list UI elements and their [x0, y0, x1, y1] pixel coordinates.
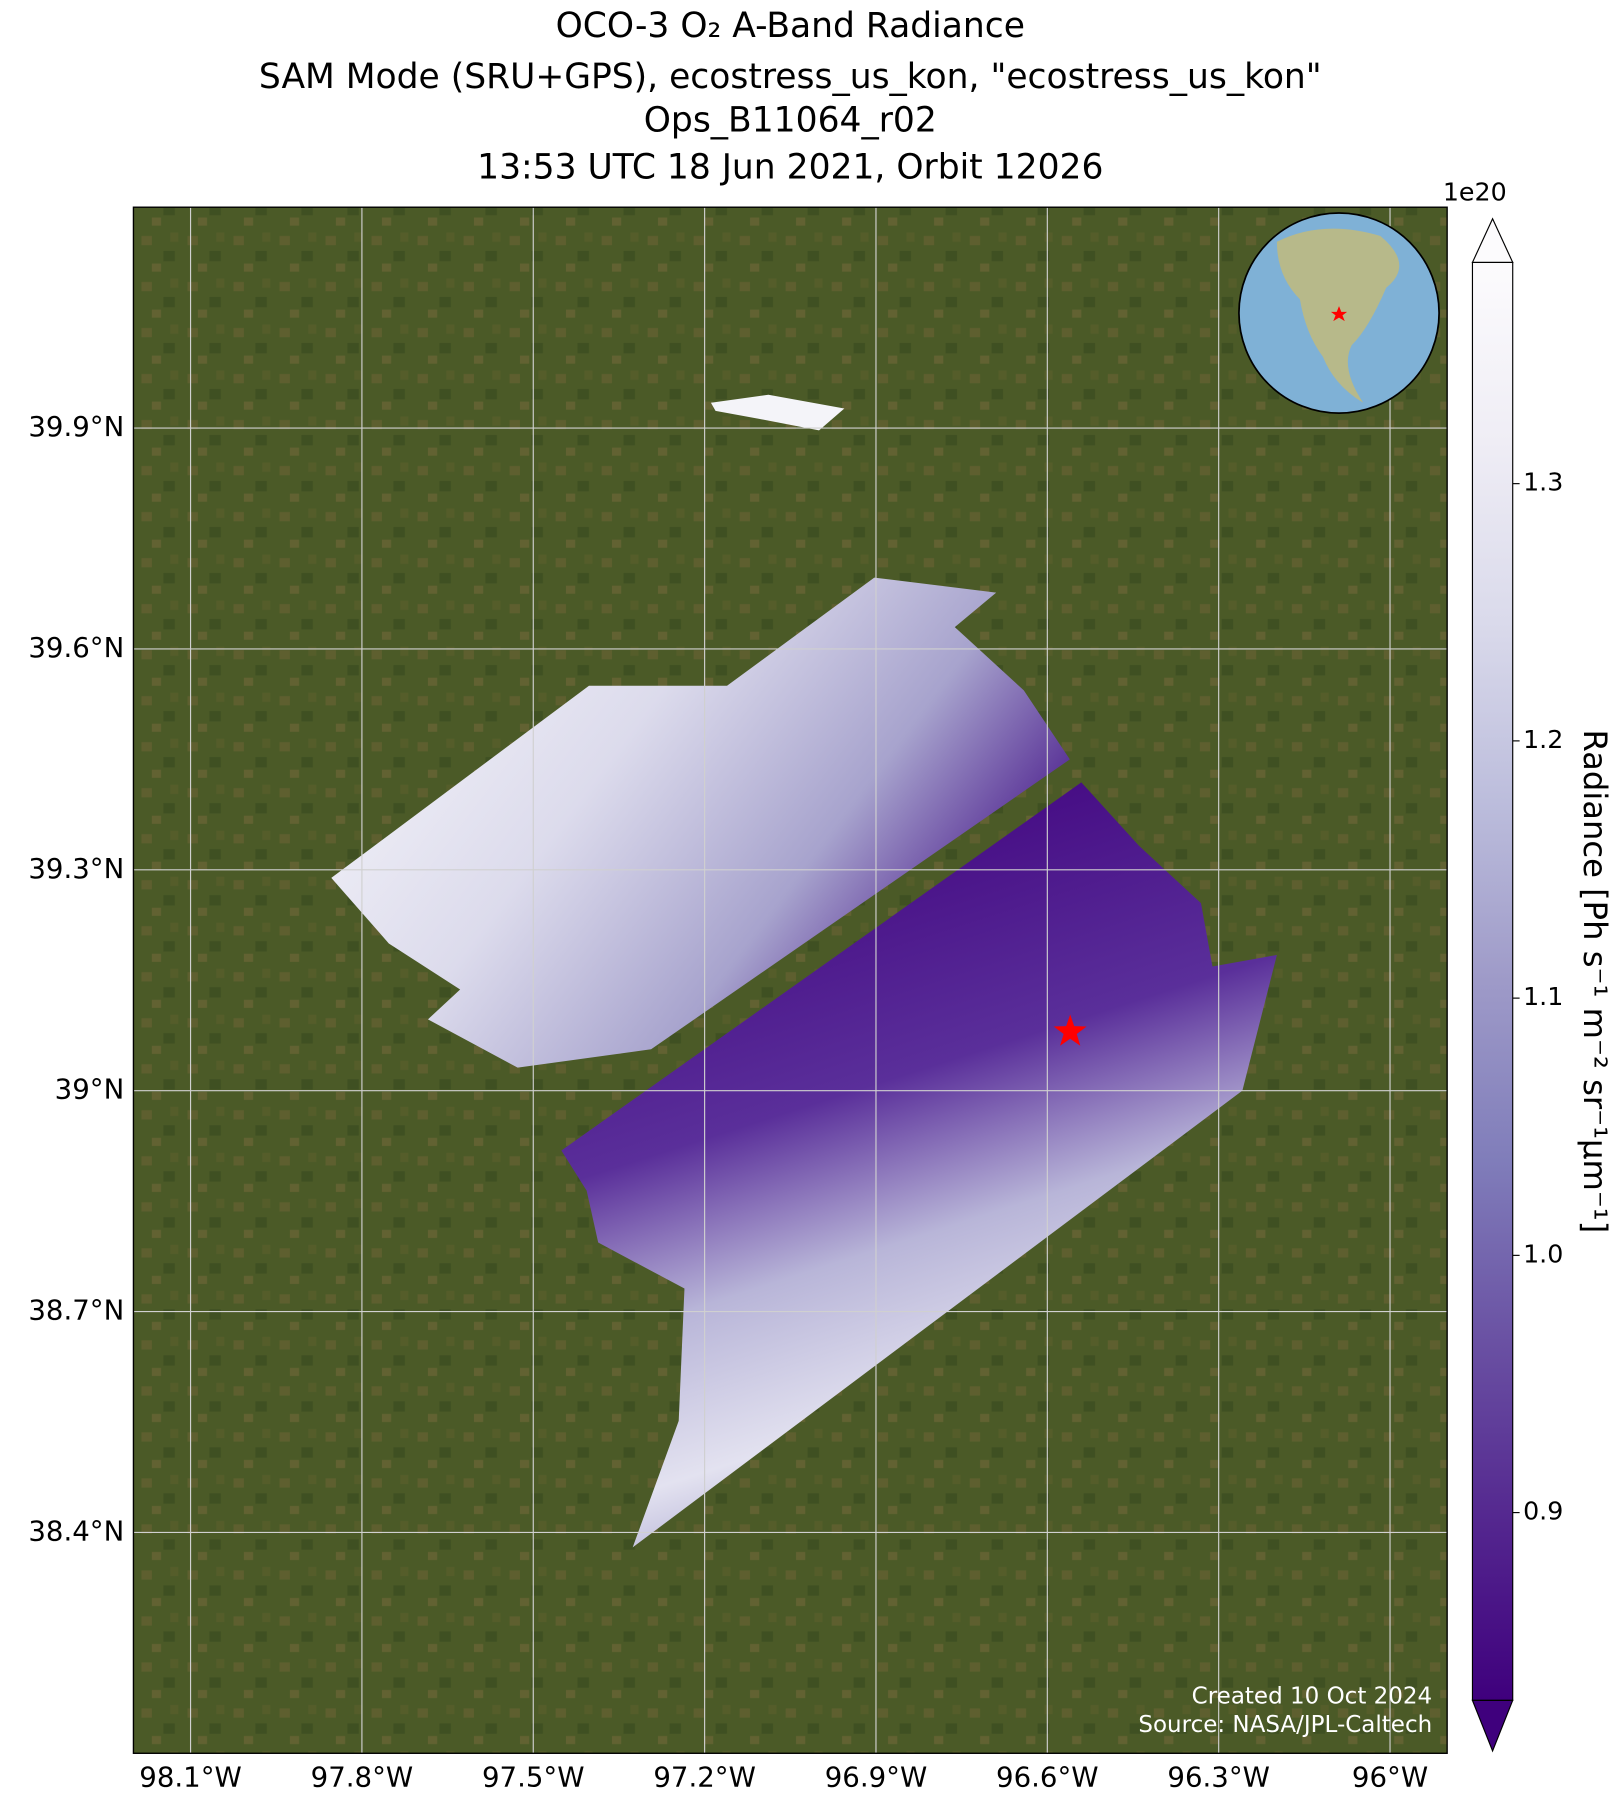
y-tick-label: 39°N — [55, 1073, 125, 1106]
swath — [561, 782, 1277, 1548]
colorbar-tick-label: 1.1 — [1523, 982, 1563, 1011]
colorbar-extend — [1471, 1699, 1514, 1753]
title-line: 13:53 UTC 18 Jun 2021, Orbit 12026 — [477, 148, 1103, 188]
x-tick-label: 96.9°W — [825, 1761, 928, 1794]
title-line: OCO-3 O₂ A-Band Radiance — [556, 6, 1025, 46]
footnote: Created 10 Oct 2024 — [1192, 1683, 1433, 1709]
colorbar-tick-label: 1.2 — [1523, 725, 1563, 754]
globe-site — [1330, 306, 1348, 322]
y-tick-label: 39.9°N — [28, 410, 124, 443]
colorbar-extend — [1471, 217, 1514, 264]
colorbar-tick-label: 0.9 — [1523, 1497, 1563, 1526]
x-tick-label: 96.6°W — [996, 1761, 1099, 1794]
swath — [331, 577, 1070, 1068]
y-tick-label: 38.4°N — [28, 1514, 124, 1547]
x-tick-label: 97.5°W — [482, 1761, 585, 1794]
map-area: Created 10 Oct 2024 Source: NASA/JPL-Cal… — [133, 207, 1448, 1754]
site-marker — [1053, 1014, 1087, 1046]
y-tick-label: 39.3°N — [28, 852, 124, 885]
colorbar: 0.9 1.0 1.1 1.2 1.3 1e20 Radiance [Ph s⁻¹ m⁻² … — [1443, 177, 1614, 1753]
footnote: Source: NASA/JPL-Caltech — [1138, 1712, 1432, 1738]
colorbar-offset: 1e20 — [1443, 177, 1507, 206]
x-tick-label: 97.2°W — [653, 1761, 756, 1794]
plot-frame — [132, 206, 1448, 1754]
y-tick-label: 38.7°N — [28, 1294, 124, 1327]
x-tick-label: 98.1°W — [139, 1761, 242, 1794]
title-block: OCO-3 O₂ A-Band Radiance SAM Mode (SRU+G… — [259, 6, 1322, 187]
colorbar-frame — [1471, 261, 1514, 1701]
title-line: SAM Mode (SRU+GPS), ecostress_us_kon, "e… — [259, 57, 1322, 97]
colorbar-body — [1472, 262, 1513, 1701]
colorbar-label: Radiance [Ph s⁻¹ m⁻² sr⁻¹μm⁻¹] — [1576, 730, 1614, 1234]
x-tick-label: 96°W — [1352, 1761, 1428, 1794]
swath — [710, 394, 845, 431]
x-tick-label: 96.3°W — [1167, 1761, 1270, 1794]
title-line: Ops_B11064_r02 — [644, 101, 937, 141]
colorbar-tick-label: 1.0 — [1523, 1239, 1563, 1268]
x-tick-label: 97.8°W — [311, 1761, 414, 1794]
y-tick-label: 39.6°N — [28, 631, 124, 664]
colorbar-tick-label: 1.3 — [1523, 468, 1563, 497]
